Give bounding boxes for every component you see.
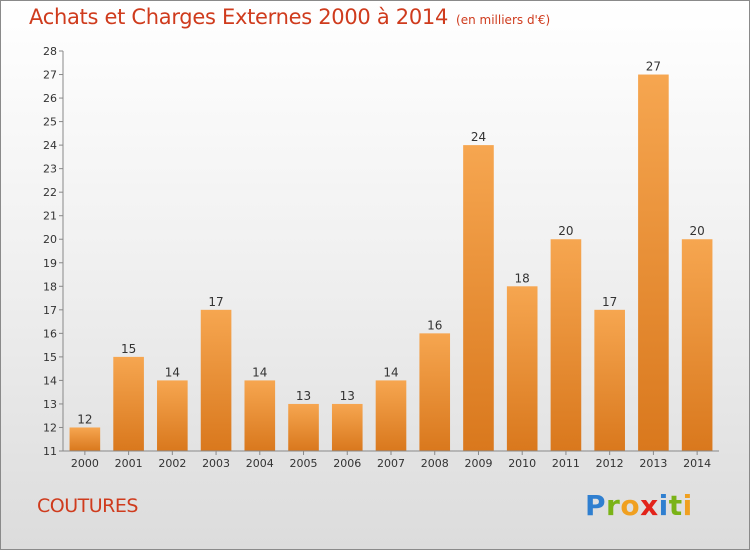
x-tick-label-2003: 2003: [202, 457, 230, 470]
y-tick-label: 11: [43, 445, 57, 458]
x-tick-label-2010: 2010: [508, 457, 536, 470]
y-tick-label: 13: [43, 398, 57, 411]
logo-letter: o: [620, 489, 641, 522]
x-tick-label-2002: 2002: [158, 457, 186, 470]
y-tick-label: 16: [43, 327, 57, 340]
x-tick-label-2006: 2006: [333, 457, 361, 470]
y-tick-label: 24: [43, 139, 57, 152]
bar-2002: [157, 380, 188, 451]
bar-2010: [506, 286, 538, 451]
value-label-2010: 18: [515, 271, 530, 285]
bar-2003: [200, 309, 232, 451]
bar-2000: [69, 427, 101, 451]
value-label-2003: 17: [208, 295, 223, 309]
bar-2006: [331, 403, 363, 451]
value-label-2008: 16: [427, 318, 442, 332]
x-tick-label-2014: 2014: [683, 457, 711, 470]
value-label-2006: 13: [340, 389, 355, 403]
y-tick-label: 12: [43, 421, 57, 434]
chart-title: Achats et Charges Externes 2000 à 2014: [29, 5, 449, 29]
value-label-2004: 14: [252, 365, 267, 379]
value-label-2012: 17: [602, 295, 617, 309]
x-tick-label-2004: 2004: [246, 457, 274, 470]
y-axis: 11 12 13 14 15 16 17 18 19 20 21 22 23 24 25 26 27 28: [43, 45, 64, 458]
logo-letter: i: [658, 489, 669, 522]
value-label-2002: 14: [165, 365, 180, 379]
y-tick-label: 22: [43, 186, 57, 199]
x-tick-label-2012: 2012: [596, 457, 624, 470]
y-tick-label: 27: [43, 69, 57, 82]
y-tick-label: 21: [43, 210, 57, 223]
y-tick-label: 23: [43, 163, 57, 176]
value-label-2009: 24: [471, 130, 486, 144]
y-tick-label: 18: [43, 280, 57, 293]
bar-2005: [288, 403, 319, 451]
x-tick-label-2008: 2008: [421, 457, 449, 470]
bar-2009: [463, 145, 494, 451]
value-label-2005: 13: [296, 389, 311, 403]
x-tick-label-2011: 2011: [552, 457, 580, 470]
x-tick-label-2001: 2001: [115, 457, 143, 470]
y-tick-label: 14: [43, 374, 57, 387]
logo-letter: r: [606, 489, 621, 522]
logo-letter: t: [668, 489, 683, 522]
y-tick-label: 17: [43, 304, 57, 317]
chart-unit: (en milliers d'€): [456, 13, 551, 27]
bar-2008: [419, 333, 451, 451]
x-tick-label-2005: 2005: [290, 457, 318, 470]
y-tick-label: 25: [43, 116, 57, 129]
x-tick-label-2007: 2007: [377, 457, 405, 470]
x-tick-label-2009: 2009: [464, 457, 492, 470]
bars: 12 15 14 17 14 13 13 14 16 24 18 20 17 27 20: [69, 60, 713, 451]
bar-2014: [681, 239, 713, 451]
x-tick-label-2000: 2000: [71, 457, 99, 470]
logo-letter: i: [682, 489, 693, 522]
city-name: COUTURES: [37, 495, 138, 517]
bar-2013: [638, 74, 669, 451]
title-row: Achats et Charges Externes 2000 à 2014 (e…: [29, 5, 550, 29]
y-tick-label: 26: [43, 92, 57, 105]
x-tick-label-2013: 2013: [639, 457, 667, 470]
y-tick-label: 15: [43, 351, 57, 364]
logo-letter: x: [640, 489, 659, 522]
y-tick-label: 28: [43, 45, 57, 58]
y-tick-label: 20: [43, 233, 57, 246]
value-label-2011: 20: [558, 224, 573, 238]
y-tick-label: 19: [43, 257, 57, 270]
proxiti-logo[interactable]: Proxiti: [585, 489, 693, 522]
value-label-2014: 20: [689, 224, 704, 238]
bar-2011: [550, 239, 582, 451]
bar-2004: [244, 380, 276, 451]
value-label-2007: 14: [383, 365, 398, 379]
bar-2001: [113, 356, 144, 451]
bar-2007: [375, 380, 407, 451]
value-label-2000: 12: [77, 412, 92, 426]
bar-2012: [594, 309, 625, 451]
logo-letter: P: [585, 489, 607, 522]
x-axis: 2000 2001 2002 2003 2004 2005 2006 2007 2008 2009…: [63, 450, 719, 470]
value-label-2001: 15: [121, 342, 136, 356]
value-label-2013: 27: [646, 60, 661, 74]
